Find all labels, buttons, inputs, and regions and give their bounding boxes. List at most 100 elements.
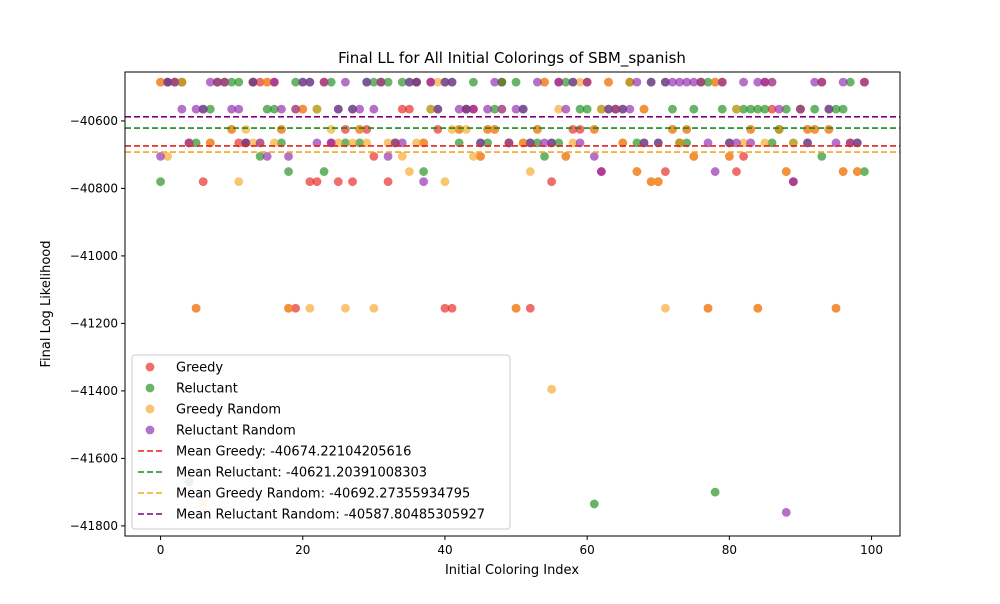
x-tick-label: 0	[157, 543, 165, 557]
data-point	[269, 104, 279, 114]
data-point	[227, 104, 237, 114]
data-point	[419, 177, 429, 187]
data-point	[810, 124, 820, 134]
data-point	[596, 167, 606, 176]
data-point	[611, 104, 620, 114]
data-point	[277, 124, 286, 134]
data-point	[582, 104, 592, 114]
data-point	[575, 124, 585, 134]
legend-marker	[145, 383, 155, 393]
data-point	[362, 138, 372, 148]
data-point	[767, 104, 777, 114]
data-point	[639, 138, 649, 148]
data-point	[284, 167, 293, 176]
data-point	[625, 77, 635, 87]
data-point	[284, 303, 293, 313]
data-point	[532, 77, 542, 87]
data-point	[632, 77, 642, 87]
data-point	[660, 167, 670, 176]
data-point	[355, 124, 365, 134]
data-point	[746, 104, 756, 114]
data-point	[639, 104, 649, 114]
data-point	[447, 303, 457, 313]
data-point	[540, 151, 549, 161]
data-point	[191, 104, 201, 114]
data-point	[646, 77, 656, 87]
data-point	[269, 77, 279, 87]
data-point	[348, 177, 357, 187]
data-point	[483, 124, 493, 134]
data-point	[653, 177, 663, 187]
data-point	[675, 138, 684, 148]
data-point	[739, 138, 748, 148]
data-point	[234, 138, 244, 148]
data-point	[838, 104, 848, 114]
data-point	[156, 151, 165, 161]
legend-label: Mean Reluctant Random: -40587.8048530592…	[176, 508, 485, 523]
data-point	[604, 77, 613, 87]
data-point	[277, 138, 286, 148]
data-point	[717, 77, 727, 87]
data-point	[405, 167, 414, 176]
data-point	[461, 104, 471, 114]
y-tick-label: −41200	[70, 316, 118, 330]
data-point	[767, 77, 777, 87]
data-point	[476, 138, 485, 148]
data-point	[703, 77, 713, 87]
data-point	[369, 77, 379, 87]
data-point	[724, 138, 734, 148]
data-point	[739, 77, 748, 87]
data-point	[483, 104, 493, 114]
data-point	[532, 138, 542, 148]
data-point	[732, 167, 741, 176]
data-point	[547, 177, 557, 187]
data-point	[860, 167, 869, 176]
data-point	[739, 104, 748, 114]
data-point	[788, 177, 798, 187]
data-point	[341, 124, 350, 134]
data-point	[383, 177, 393, 187]
data-point	[468, 104, 478, 114]
data-point	[397, 151, 407, 161]
data-point	[269, 138, 279, 148]
data-point	[305, 177, 315, 187]
data-point	[568, 77, 578, 87]
data-point	[362, 77, 372, 87]
data-point	[732, 138, 741, 148]
data-point	[604, 104, 613, 114]
data-point	[191, 138, 201, 148]
data-point	[184, 138, 194, 148]
x-tick-label: 60	[580, 543, 595, 557]
legend: Greedy Reluctant Greedy Random Reluctant Ra…	[131, 354, 511, 530]
data-points	[156, 77, 869, 517]
data-point	[468, 77, 478, 87]
data-point	[753, 303, 763, 313]
data-point	[383, 151, 393, 161]
data-point	[234, 104, 244, 114]
data-point	[589, 151, 599, 161]
data-point	[476, 151, 485, 161]
y-axis-ticks: −40600 −40800 −41000 −41200 −41400 −41600 −418…	[70, 114, 125, 533]
data-point	[554, 138, 564, 148]
x-axis-ticks: 0 20 40 60 80 100	[157, 536, 883, 557]
data-point	[746, 124, 756, 134]
data-point	[277, 104, 286, 114]
data-point	[298, 77, 308, 87]
data-point	[668, 77, 677, 87]
data-point	[810, 77, 820, 87]
data-point	[760, 77, 770, 87]
data-point	[326, 124, 336, 134]
data-point	[333, 177, 343, 187]
data-point	[618, 104, 628, 114]
data-point	[454, 104, 464, 114]
data-point	[511, 77, 521, 87]
data-point	[483, 138, 493, 148]
data-point	[831, 303, 841, 313]
data-point	[312, 138, 322, 148]
data-point	[540, 77, 549, 87]
data-point	[668, 104, 677, 114]
data-point	[497, 104, 507, 114]
data-point	[227, 77, 237, 87]
data-point	[348, 104, 357, 114]
